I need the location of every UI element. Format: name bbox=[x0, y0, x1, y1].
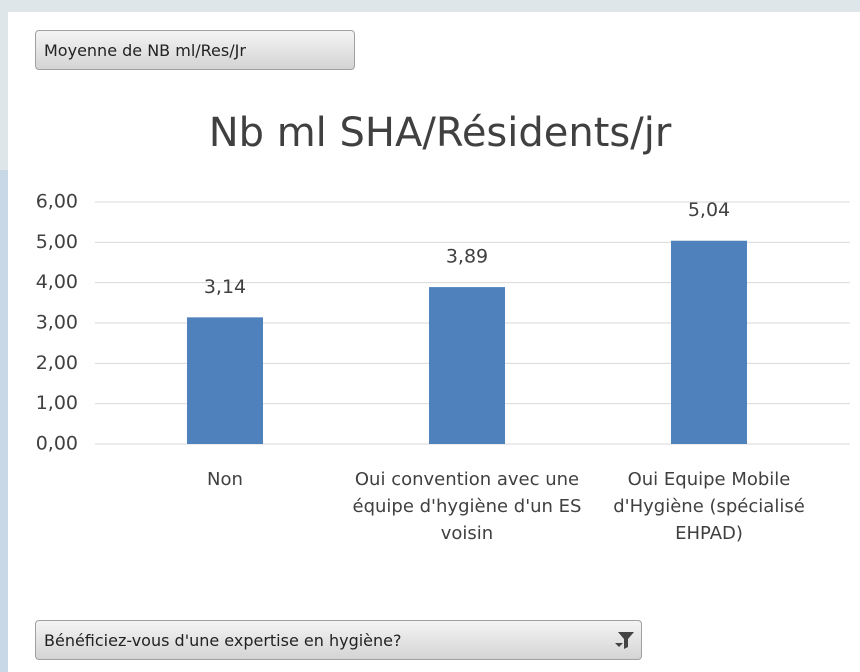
bar bbox=[671, 240, 747, 444]
button-label: Bénéficiez-vous d'une expertise en hygiè… bbox=[44, 631, 402, 650]
y-tick-label: 4,00 bbox=[36, 271, 78, 293]
x-tick-label: Oui convention avec une équipe d'hygiène… bbox=[352, 469, 582, 544]
y-tick-label: 1,00 bbox=[36, 392, 78, 414]
y-tick-label: 6,00 bbox=[36, 191, 78, 213]
bar bbox=[187, 317, 263, 444]
data-label: 3,89 bbox=[446, 246, 488, 268]
chart-title: Nb ml SHA/Résidents/jr bbox=[209, 110, 672, 156]
data-label: 3,14 bbox=[204, 276, 246, 298]
y-tick-label: 2,00 bbox=[36, 352, 78, 374]
bar bbox=[429, 287, 505, 444]
window-edge bbox=[0, 170, 8, 672]
y-tick-label: 5,00 bbox=[36, 231, 78, 253]
value-field-button[interactable]: Moyenne de NB ml/Res/Jr bbox=[35, 30, 355, 70]
y-tick-label: 0,00 bbox=[36, 433, 78, 455]
x-tick-label: Non bbox=[207, 469, 243, 490]
axis-field-button[interactable]: Bénéficiez-vous d'une expertise en hygiè… bbox=[35, 620, 642, 660]
filter-icon bbox=[615, 632, 634, 649]
data-label: 5,04 bbox=[688, 199, 730, 221]
chart: Nb ml SHA/Résidents/jr 0,00 1,00 2,00 3,00 4… bbox=[36, 110, 850, 455]
x-tick-label: Oui Equipe Mobile d'Hygiène (spécialisé … bbox=[613, 469, 805, 544]
y-tick-label: 3,00 bbox=[36, 312, 78, 334]
